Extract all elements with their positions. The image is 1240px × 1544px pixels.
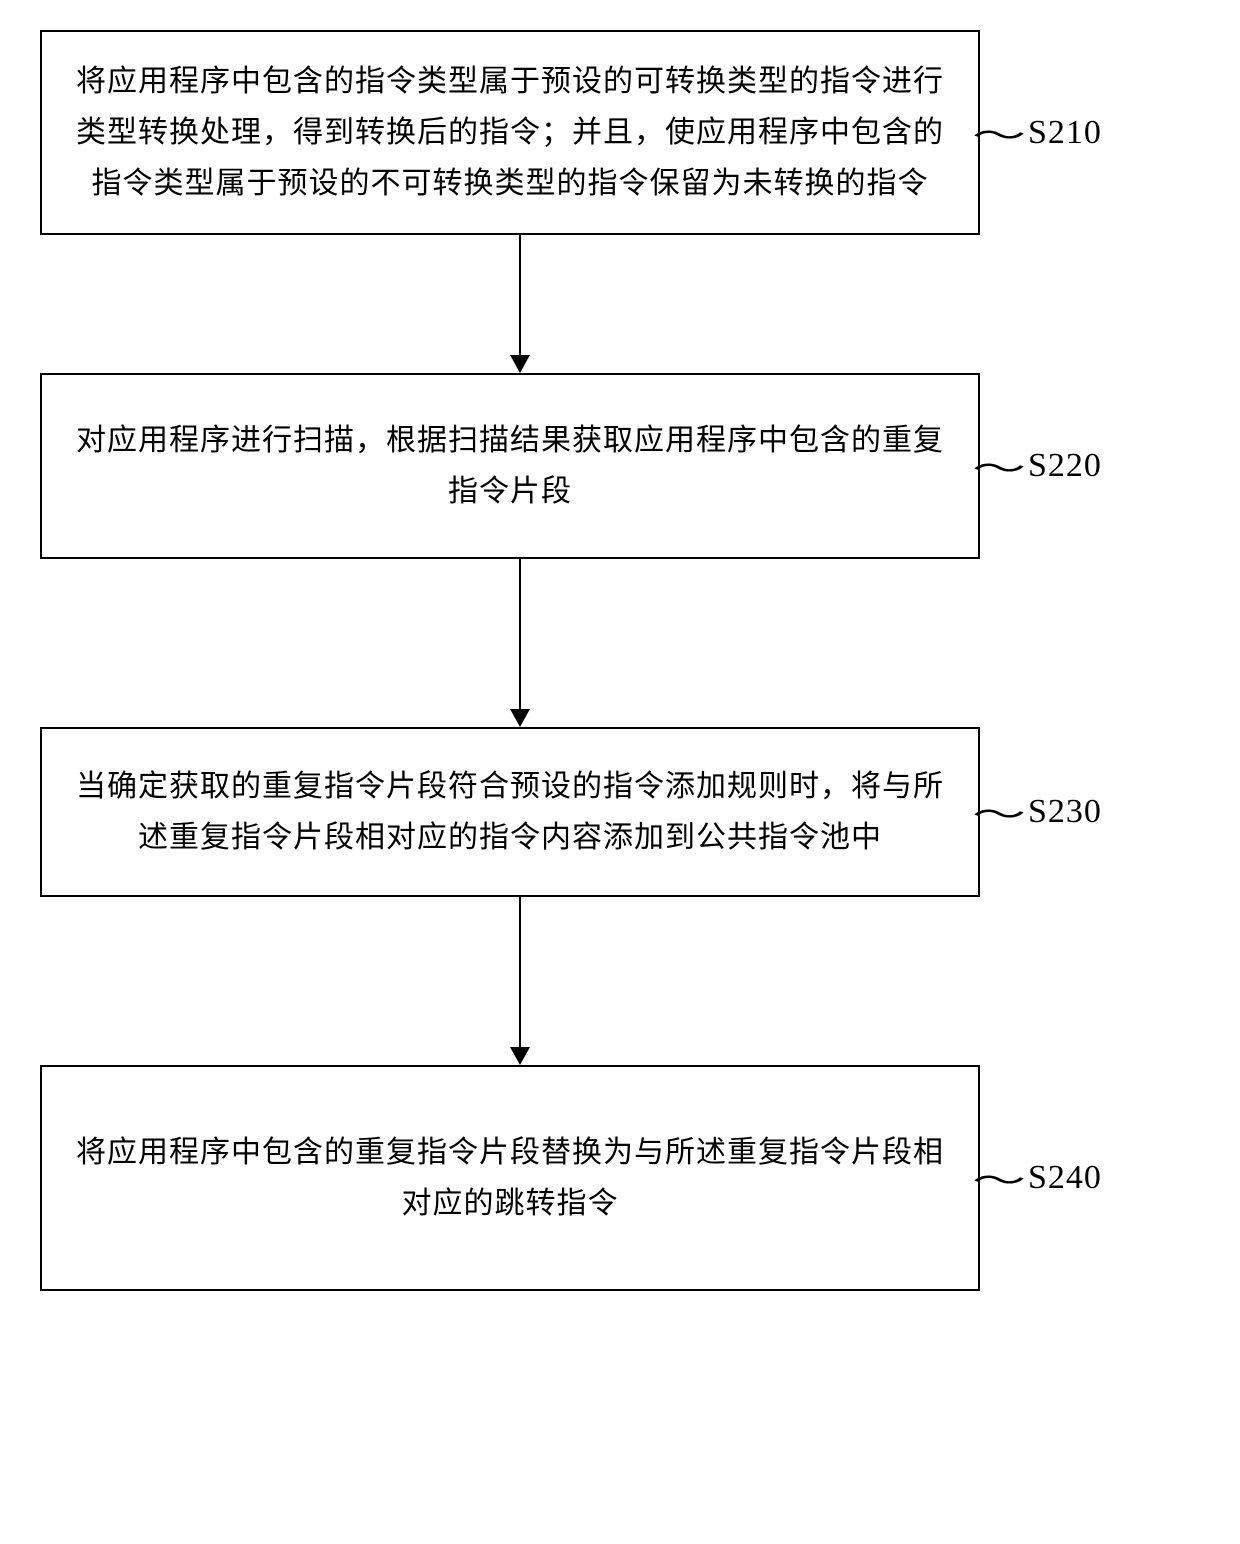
arrow-head-icon [510,709,530,727]
label-connector-1: 〜 S210 [980,111,1102,155]
tilde-connector: 〜 [972,1156,1026,1200]
flowchart-container: 将应用程序中包含的指令类型属于预设的可转换类型的指令进行类型转换处理，得到转换后… [40,30,1200,1291]
tilde-connector: 〜 [972,790,1026,834]
step-label-2: S220 [1028,447,1102,485]
arrow-line [519,559,521,709]
step-container-1: 将应用程序中包含的指令类型属于预设的可转换类型的指令进行类型转换处理，得到转换后… [40,30,1200,235]
label-connector-2: 〜 S220 [980,444,1102,488]
arrow-head-icon [510,355,530,373]
step-container-3: 当确定获取的重复指令片段符合预设的指令添加规则时，将与所述重复指令片段相对应的指… [40,727,1200,897]
step-container-2: 对应用程序进行扫描，根据扫描结果获取应用程序中包含的重复指令片段 〜 S220 [40,373,1200,559]
arrow-1 [510,235,530,373]
arrow-3 [510,897,530,1065]
arrow-line [519,897,521,1047]
tilde-connector: 〜 [972,444,1026,488]
step-box-2: 对应用程序进行扫描，根据扫描结果获取应用程序中包含的重复指令片段 [40,373,980,559]
label-connector-3: 〜 S230 [980,790,1102,834]
step-container-4: 将应用程序中包含的重复指令片段替换为与所述重复指令片段相对应的跳转指令 〜 S2… [40,1065,1200,1291]
step-label-4: S240 [1028,1159,1102,1197]
label-connector-4: 〜 S240 [980,1156,1102,1200]
step-label-1: S210 [1028,114,1102,152]
arrow-line [519,235,521,355]
step-box-4: 将应用程序中包含的重复指令片段替换为与所述重复指令片段相对应的跳转指令 [40,1065,980,1291]
step-box-3: 当确定获取的重复指令片段符合预设的指令添加规则时，将与所述重复指令片段相对应的指… [40,727,980,897]
arrow-head-icon [510,1047,530,1065]
step-label-3: S230 [1028,793,1102,831]
tilde-connector: 〜 [972,111,1026,155]
step-box-1: 将应用程序中包含的指令类型属于预设的可转换类型的指令进行类型转换处理，得到转换后… [40,30,980,235]
arrow-2 [510,559,530,727]
